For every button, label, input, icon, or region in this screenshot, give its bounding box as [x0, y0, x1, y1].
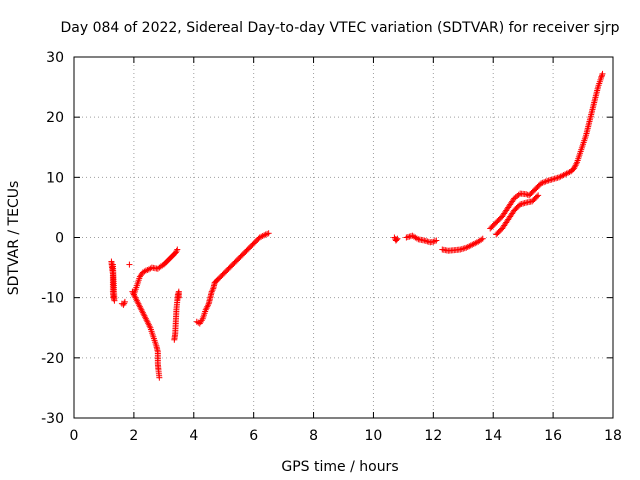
- data-point-plus-marker: [265, 230, 272, 237]
- data-point-plus-marker: [541, 179, 548, 186]
- data-points: [108, 70, 606, 381]
- x-axis-label: GPS time / hours: [281, 459, 398, 475]
- y-axis-label: SDTVAR / TECUs: [6, 181, 22, 296]
- data-point-plus-marker: [535, 192, 542, 199]
- data-point-plus-marker: [533, 193, 540, 200]
- y-tick-label: -10: [41, 291, 64, 307]
- data-point-plus-marker: [478, 236, 485, 243]
- x-tick-label: 0: [70, 428, 79, 444]
- x-tick-label: 6: [249, 428, 258, 444]
- data-point-plus-marker: [209, 287, 216, 294]
- data-point-plus-marker: [142, 267, 149, 274]
- y-tick-label: -30: [41, 411, 64, 427]
- y-tick-label: 20: [46, 110, 64, 126]
- data-point-plus-marker: [413, 235, 420, 242]
- x-tick-label: 8: [309, 428, 318, 444]
- data-point-plus-marker: [120, 301, 127, 308]
- x-tick-label: 4: [189, 428, 198, 444]
- y-tick-label: 10: [46, 170, 64, 186]
- data-point-plus-marker: [542, 178, 549, 185]
- data-point-plus-marker: [126, 261, 133, 268]
- data-point-plus-marker: [430, 238, 437, 245]
- data-point-plus-marker: [393, 236, 400, 243]
- y-tick-label: 30: [46, 50, 64, 66]
- x-tick-label: 12: [424, 428, 442, 444]
- data-point-plus-marker: [175, 294, 182, 301]
- y-tick-label: 0: [55, 231, 64, 247]
- axis-ticks: 0 2 4 6 8 10 12 14 16 18 -30 -20 -10 0 10 20 30: [41, 50, 622, 444]
- data-point-plus-marker: [262, 231, 269, 238]
- data-point-plus-marker: [121, 298, 128, 305]
- data-point-plus-marker: [538, 180, 545, 187]
- x-tick-label: 10: [365, 428, 383, 444]
- data-point-plus-marker: [156, 374, 163, 381]
- x-tick-label: 18: [604, 428, 622, 444]
- x-tick-label: 16: [544, 428, 562, 444]
- chart-title: Day 084 of 2022, Sidereal Day-to-day VTE…: [60, 20, 619, 36]
- data-point-plus-marker: [515, 191, 522, 198]
- plot-frame: [73, 56, 614, 419]
- data-point-plus-marker: [539, 179, 546, 186]
- data-point-plus-marker: [433, 237, 440, 244]
- y-tick-label: -20: [41, 351, 64, 367]
- data-point-plus-marker: [479, 235, 486, 242]
- data-point-plus-marker: [431, 238, 438, 245]
- data-point-plus-marker: [524, 191, 531, 198]
- data-point-plus-marker: [109, 261, 116, 268]
- data-point-plus-marker: [261, 232, 268, 239]
- x-tick-label: 14: [484, 428, 502, 444]
- data-point-plus-marker: [264, 230, 271, 237]
- data-point-plus-marker: [394, 235, 401, 242]
- grid: [74, 57, 613, 418]
- data-point-plus-marker: [599, 70, 606, 77]
- x-tick-label: 2: [129, 428, 138, 444]
- data-point-plus-marker: [174, 246, 181, 253]
